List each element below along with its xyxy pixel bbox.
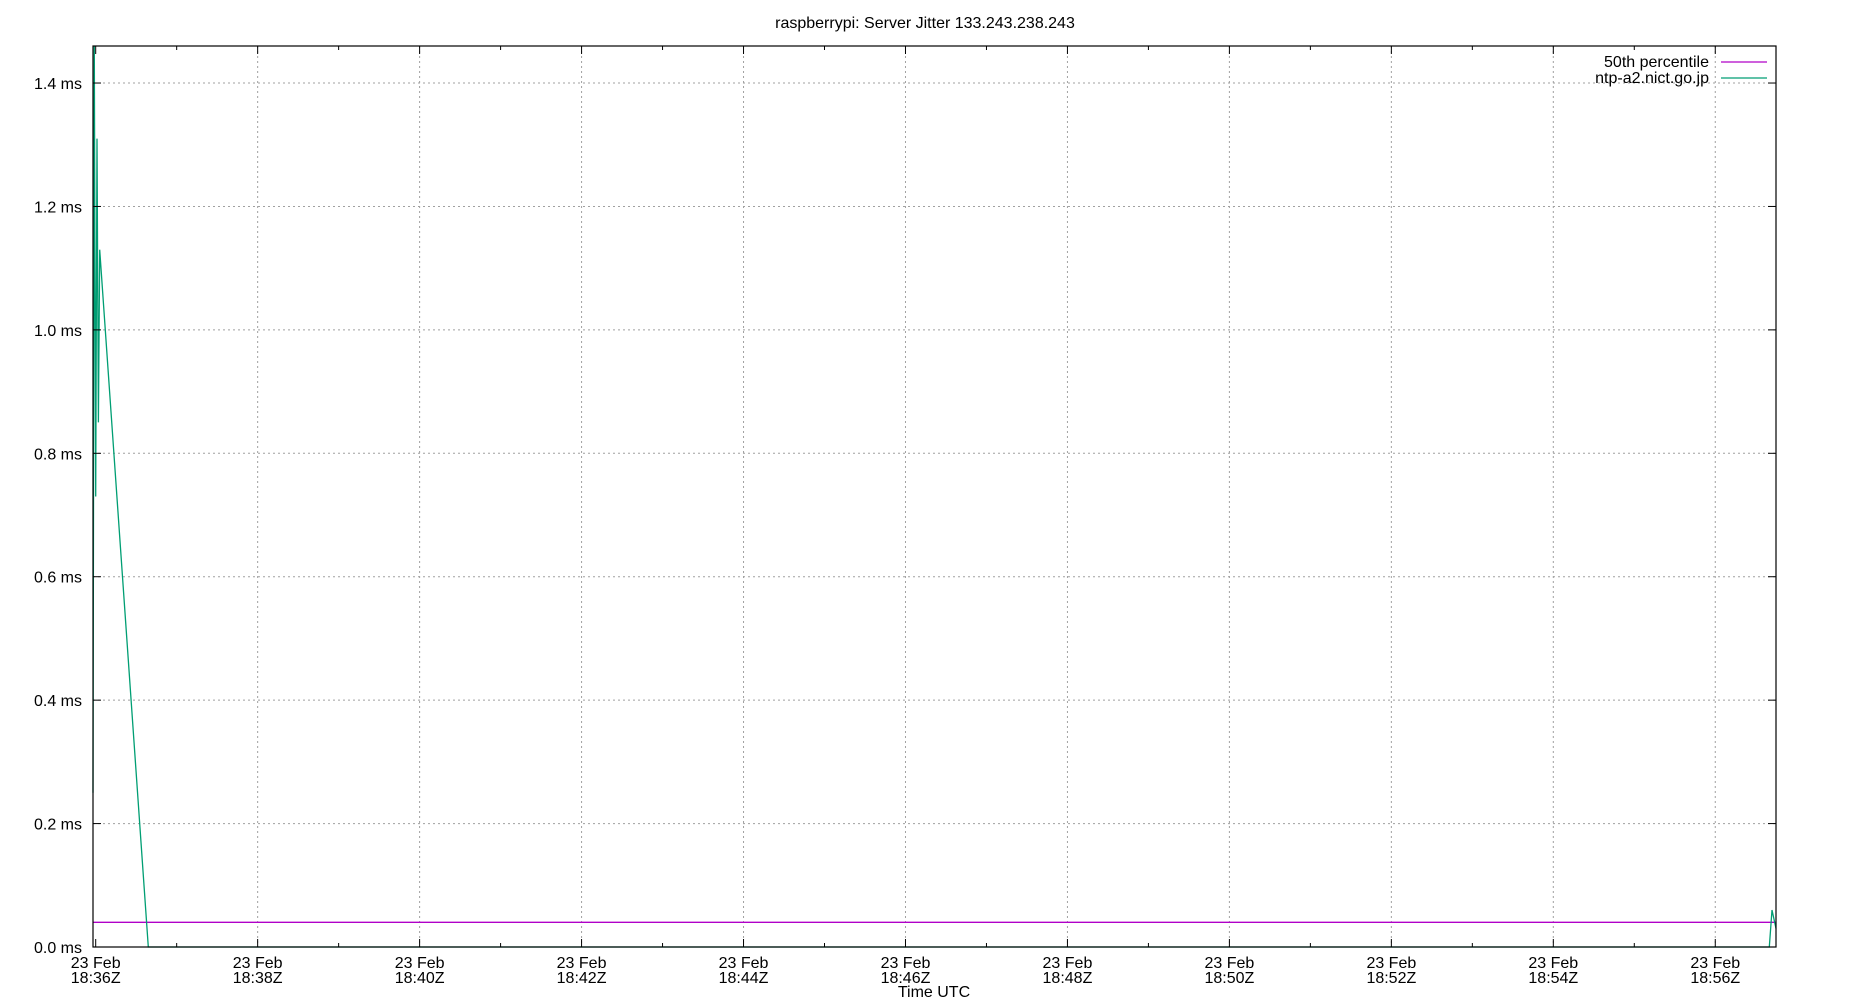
y-tick-label: 1.4 ms	[34, 76, 82, 93]
x-tick-label-time: 18:38Z	[233, 970, 283, 987]
x-tick-label-time: 18:44Z	[719, 970, 769, 987]
y-tick-label: 1.0 ms	[34, 323, 82, 340]
x-tick-label-time: 18:54Z	[1528, 970, 1578, 987]
y-tick-label: 0.8 ms	[34, 446, 82, 463]
chart-title: raspberrypi: Server Jitter 133.243.238.2…	[775, 15, 1075, 32]
x-tick-label-time: 18:46Z	[881, 970, 931, 987]
x-tick-label-date: 23 Feb	[1366, 955, 1416, 972]
plot-frame	[92, 45, 1777, 948]
x-tick-label-date: 23 Feb	[1204, 955, 1254, 972]
x-tick-label-date: 23 Feb	[557, 955, 607, 972]
x-tick-label-date: 23 Feb	[395, 955, 445, 972]
legend-label: ntp-a2.nict.go.jp	[1595, 70, 1709, 87]
series-line-1	[92, 45, 1777, 948]
x-tick-label-time: 18:56Z	[1690, 970, 1740, 987]
ticks-layer: 0.0 ms 0.2 ms 0.4 ms 0.6 ms 0.8 ms 1.0 ms 1.2 …	[34, 46, 1776, 987]
x-tick-label-date: 23 Feb	[1528, 955, 1578, 972]
grid-layer	[93, 46, 1776, 947]
x-tick-label-time: 18:48Z	[1043, 970, 1093, 987]
y-tick-label: 0.2 ms	[34, 817, 82, 834]
x-tick-label-date: 23 Feb	[71, 955, 121, 972]
x-tick-label-date: 23 Feb	[1043, 955, 1093, 972]
x-tick-label-time: 18:42Z	[557, 970, 607, 987]
x-tick-label-date: 23 Feb	[233, 955, 283, 972]
legend-label: 50th percentile	[1604, 54, 1709, 71]
x-tick-label-time: 18:52Z	[1366, 970, 1416, 987]
x-tick-label-date: 23 Feb	[1690, 955, 1740, 972]
series-layer	[92, 45, 1777, 948]
x-tick-label-date: 23 Feb	[881, 955, 931, 972]
y-tick-label: 0.4 ms	[34, 693, 82, 710]
x-tick-label-time: 18:36Z	[71, 970, 121, 987]
x-tick-label-time: 18:50Z	[1204, 970, 1254, 987]
x-axis-label: Time UTC	[898, 984, 970, 1000]
x-tick-label-date: 23 Feb	[719, 955, 769, 972]
y-tick-label: 0.0 ms	[34, 940, 82, 957]
x-tick-label-time: 18:40Z	[395, 970, 445, 987]
y-tick-label: 1.2 ms	[34, 199, 82, 216]
y-tick-label: 0.6 ms	[34, 570, 82, 587]
